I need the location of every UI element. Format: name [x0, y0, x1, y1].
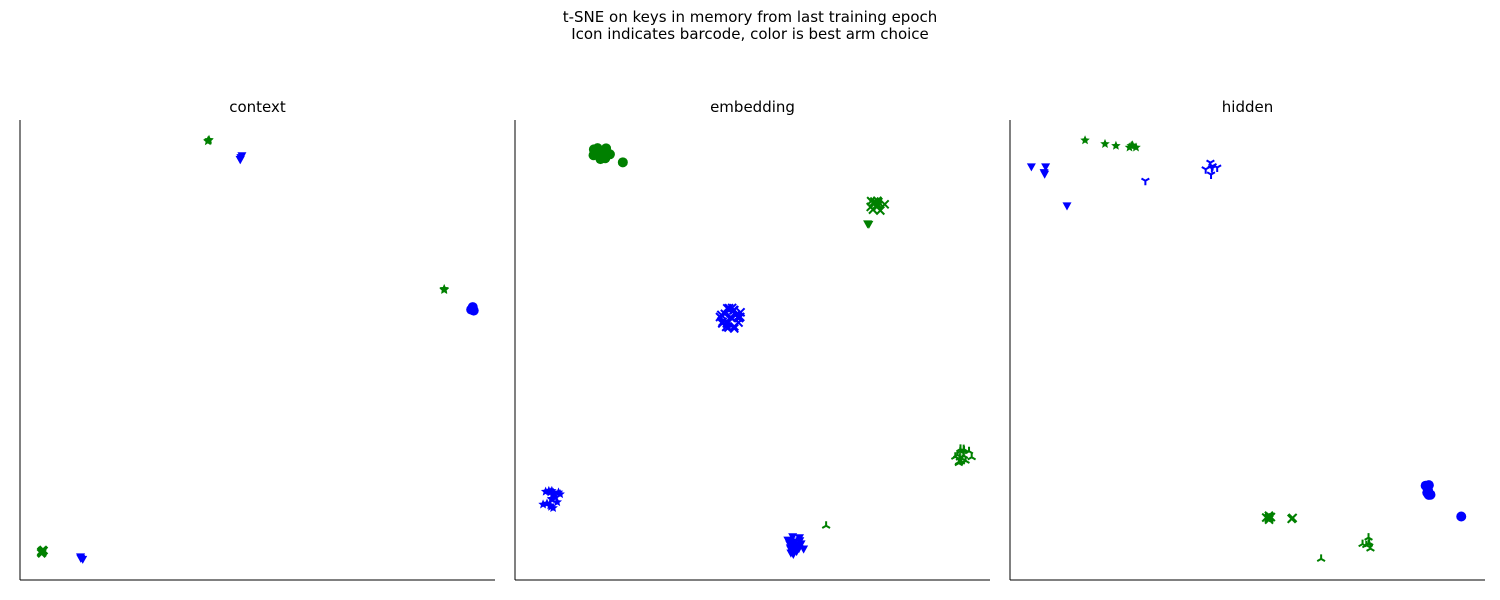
data-point [1364, 533, 1373, 541]
panel-title: context [229, 98, 286, 116]
panel-title: hidden [1222, 98, 1273, 116]
cluster-star-green [1124, 140, 1141, 152]
data-point [1026, 163, 1036, 172]
cluster-circle-blue [466, 302, 479, 316]
cluster-x-blue [715, 303, 746, 334]
cluster-circle-blue [1420, 480, 1436, 500]
data-point [1316, 554, 1326, 562]
data-point [1425, 489, 1436, 500]
cluster-tri_down-green [863, 220, 874, 229]
cluster-star-green [1100, 138, 1110, 148]
cluster-tri_down-blue [235, 152, 247, 165]
cluster-tri_up-green [1316, 554, 1326, 562]
data-point [1140, 177, 1150, 186]
cluster-circle-blue [1456, 511, 1467, 522]
data-point [546, 501, 556, 511]
data-point [235, 156, 245, 165]
data-point [821, 521, 831, 529]
panel-embedding: embedding [514, 98, 990, 581]
figure-title-line-2: Icon indicates barcode, color is best ar… [571, 25, 929, 43]
data-point [724, 303, 734, 313]
data-point [1201, 166, 1211, 174]
data-point [863, 220, 873, 229]
cluster-tri_down-blue [783, 533, 809, 559]
data-point [785, 539, 795, 548]
data-point [1366, 544, 1375, 552]
data-point [1286, 514, 1297, 524]
cluster-tri_down-blue [1041, 163, 1051, 172]
cluster-star-green [1080, 135, 1090, 145]
cluster-tri_up-green [1358, 533, 1375, 552]
data-point [617, 157, 628, 168]
data-point [1266, 512, 1276, 522]
data-point [1039, 169, 1049, 178]
data-point [795, 534, 805, 543]
panel-title: embedding [710, 98, 795, 116]
cluster-tri_up-green [821, 521, 831, 529]
data-point [1206, 171, 1216, 180]
data-point [1062, 202, 1072, 211]
data-point [1456, 511, 1467, 522]
figure-title: t-SNE on keys in memory from last traini… [0, 9, 1500, 43]
cluster-circle-green [588, 143, 615, 165]
cluster-tri_up-green [950, 444, 977, 467]
data-point [1212, 164, 1222, 172]
cluster-tri_down-blue [76, 553, 88, 564]
data-point [875, 205, 886, 216]
data-point [36, 547, 47, 558]
data-point [729, 323, 739, 334]
data-point [1080, 135, 1090, 145]
data-point [1208, 163, 1217, 171]
figure-title-line-1: t-SNE on keys in memory from last traini… [562, 8, 938, 26]
data-point [78, 555, 88, 564]
data-point [1041, 163, 1051, 172]
data-point [203, 136, 213, 146]
cluster-star-green [1111, 140, 1121, 150]
data-point [548, 502, 558, 513]
cluster-circle-green [617, 157, 628, 168]
cluster-tri_down-blue [1026, 163, 1036, 172]
data-point [1131, 142, 1141, 152]
data-point [596, 152, 607, 163]
data-point [720, 309, 730, 319]
data-point [952, 450, 962, 459]
panel-hidden: hidden [1009, 98, 1485, 581]
data-point [967, 452, 977, 461]
data-point [868, 204, 878, 215]
data-point [538, 499, 548, 509]
cluster-star-green [439, 283, 450, 294]
data-point [1100, 138, 1110, 148]
data-point [786, 549, 796, 558]
data-point [1111, 140, 1121, 150]
cluster-tri_down-blue [1039, 169, 1050, 179]
panel-context: context [19, 98, 495, 581]
cluster-tri_down_thin-blue [1140, 177, 1150, 186]
cluster-star-blue [538, 485, 565, 513]
cluster-star-green [203, 134, 214, 146]
data-point [717, 318, 727, 329]
cluster-x-green [1261, 511, 1276, 525]
data-point [961, 456, 970, 464]
data-point [879, 199, 890, 210]
data-point [726, 312, 736, 322]
data-point [552, 497, 563, 507]
cluster-tri_down-blue [1062, 202, 1072, 211]
cluster-x_filled-green [36, 545, 49, 558]
cluster-tri_down_thin-blue [1201, 159, 1222, 180]
data-point [545, 487, 556, 497]
cluster-x-green [866, 196, 890, 216]
data-point [468, 305, 479, 316]
cluster-x-green [1286, 513, 1298, 524]
data-point [788, 533, 798, 542]
data-point [555, 489, 565, 499]
data-point [548, 489, 558, 499]
data-point [735, 307, 746, 318]
data-point [439, 284, 450, 294]
data-point [792, 542, 802, 551]
